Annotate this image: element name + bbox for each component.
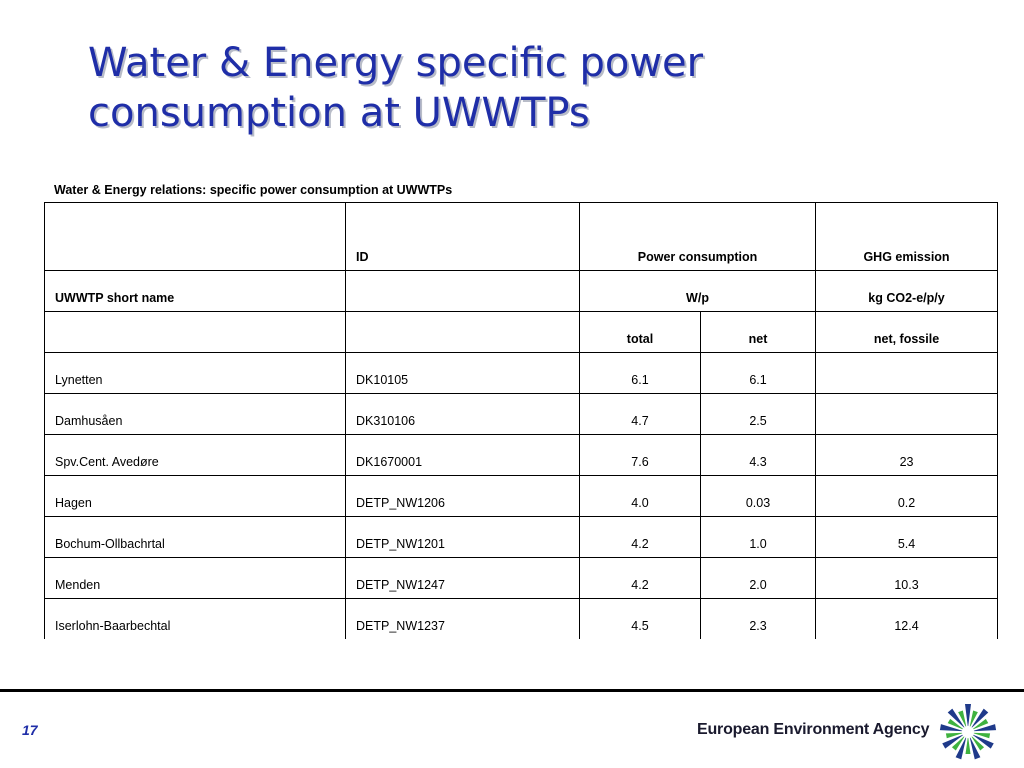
cell-total: 7.6: [579, 434, 701, 476]
header-total: total: [579, 311, 701, 353]
cell-ghg: 0.2: [815, 475, 999, 517]
cell-name: Lynetten: [44, 352, 346, 394]
table-row: Damhusåen DK310106 4.7 2.5: [44, 393, 999, 435]
header-cell: [44, 311, 346, 353]
header-net-fossile: net, fossile: [815, 311, 999, 353]
cell-name: Bochum-Ollbachrtal: [44, 516, 346, 558]
cell-net: 2.5: [699, 393, 817, 435]
cell-net: 2.3: [699, 598, 817, 639]
cell-id: DETP_NW1206: [345, 475, 580, 517]
cell-id: DK310106: [345, 393, 580, 435]
header-net: net: [699, 311, 817, 353]
header-cell: [345, 270, 580, 312]
footer-divider: [0, 689, 1024, 692]
cell-total: 4.2: [579, 516, 701, 558]
slide-title: Water & Energy specific power consumptio…: [88, 38, 988, 138]
cell-net: 6.1: [699, 352, 817, 394]
cell-ghg: [815, 352, 999, 394]
cell-name: Menden: [44, 557, 346, 599]
header-power-consumption: Power consumption: [578, 202, 817, 271]
header-short-name: UWWTP short name: [44, 270, 346, 312]
cell-total: 4.0: [579, 475, 701, 517]
header-id: ID: [345, 202, 580, 271]
cell-ghg: [815, 393, 999, 435]
eea-logo-icon: [939, 704, 997, 760]
slide-title-line-1: Water & Energy specific power: [88, 40, 704, 86]
table-row: Lynetten DK10105 6.1 6.1: [44, 352, 999, 394]
cell-ghg: 5.4: [815, 516, 999, 558]
cell-name: Iserlohn-Baarbechtal: [44, 598, 346, 639]
table-row: Iserlohn-Baarbechtal DETP_NW1237 4.5 2.3…: [44, 598, 999, 639]
page-number: 17: [22, 722, 38, 738]
cell-ghg: 10.3: [815, 557, 999, 599]
cell-net: 0.03: [699, 475, 817, 517]
table-header-row-1: ID Power consumption GHG emission: [44, 202, 999, 271]
cell-id: DETP_NW1237: [345, 598, 580, 639]
table-row: Bochum-Ollbachrtal DETP_NW1201 4.2 1.0 5…: [44, 516, 999, 558]
cell-id: DK1670001: [345, 434, 580, 476]
cell-ghg: 12.4: [815, 598, 999, 639]
agency-name: European Environment Agency: [697, 721, 930, 738]
slide-title-line-2: consumption at UWWTPs: [88, 90, 590, 136]
cell-net: 2.0: [699, 557, 817, 599]
cell-id: DETP_NW1247: [345, 557, 580, 599]
power-consumption-table: ID Power consumption GHG emission UWWTP …: [44, 202, 999, 639]
cell-total: 4.7: [579, 393, 701, 435]
header-unit-power: W/p: [578, 270, 817, 312]
table-header-row-3: total net net, fossile: [44, 311, 999, 353]
cell-name: Damhusåen: [44, 393, 346, 435]
header-cell: [345, 311, 580, 353]
cell-name: Hagen: [44, 475, 346, 517]
cell-total: 4.2: [579, 557, 701, 599]
cell-name: Spv.Cent. Avedøre: [44, 434, 346, 476]
header-unit-ghg: kg CO2-e/p/y: [815, 270, 999, 312]
table-row: Menden DETP_NW1247 4.2 2.0 10.3: [44, 557, 999, 599]
cell-total: 6.1: [579, 352, 701, 394]
cell-total: 4.5: [579, 598, 701, 639]
header-cell: [44, 202, 346, 271]
cell-net: 4.3: [699, 434, 817, 476]
table-caption: Water & Energy relations: specific power…: [54, 183, 453, 197]
cell-id: DK10105: [345, 352, 580, 394]
cell-net: 1.0: [699, 516, 817, 558]
table-header-row-2: UWWTP short name W/p kg CO2-e/p/y: [44, 270, 999, 312]
table-row: Hagen DETP_NW1206 4.0 0.03 0.2: [44, 475, 999, 517]
cell-ghg: 23: [815, 434, 999, 476]
table-row: Spv.Cent. Avedøre DK1670001 7.6 4.3 23: [44, 434, 999, 476]
header-ghg-emission: GHG emission: [815, 202, 999, 271]
cell-id: DETP_NW1201: [345, 516, 580, 558]
